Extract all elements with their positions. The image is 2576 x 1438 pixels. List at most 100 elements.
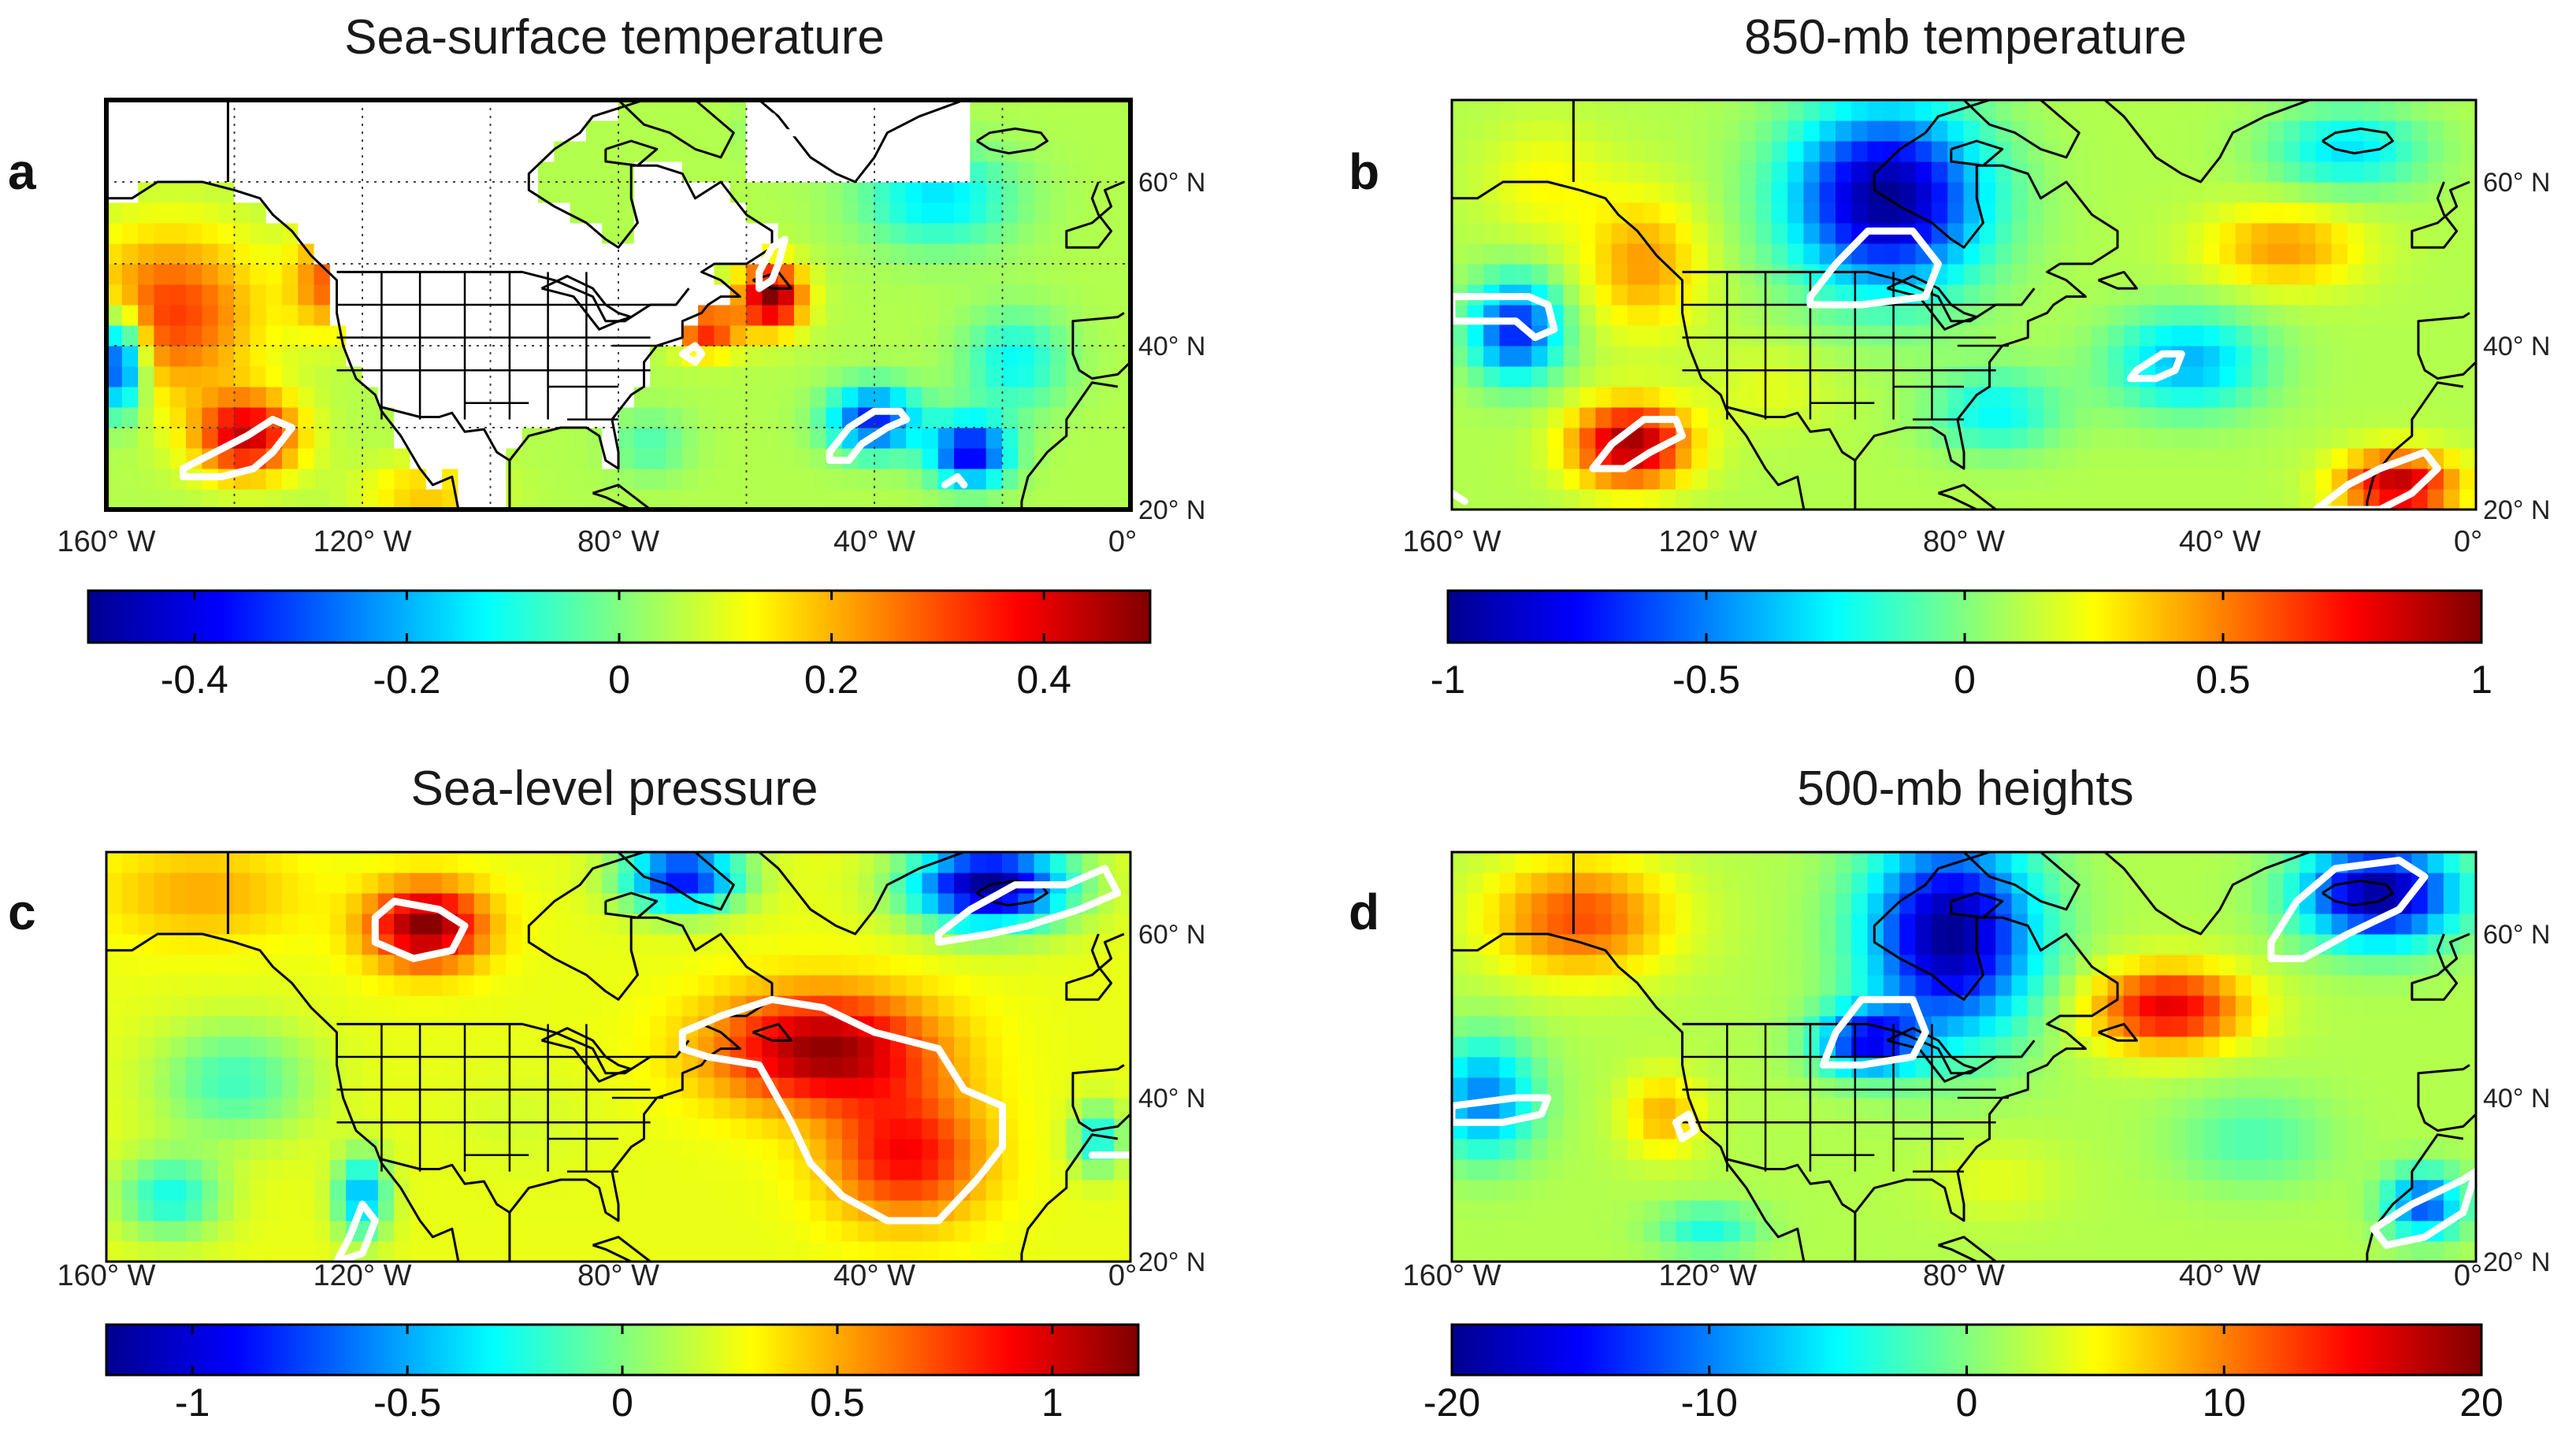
heatmap-cell	[298, 892, 315, 914]
heatmap-cell	[554, 872, 571, 894]
heatmap-cell	[2059, 1220, 2077, 1242]
heatmap-cell	[2011, 1097, 2029, 1119]
heatmap-cell	[202, 1056, 219, 1078]
heatmap-cell	[2155, 852, 2173, 873]
heatmap-cell	[970, 100, 987, 121]
heatmap-cell	[714, 954, 731, 976]
heatmap-cell	[1483, 913, 1501, 935]
heatmap-cell	[1707, 386, 1724, 408]
heatmap-cell	[1595, 181, 1613, 203]
coastline-cuba	[592, 1236, 652, 1262]
heatmap-cell	[1707, 954, 1724, 976]
heatmap-cell	[1787, 1138, 1805, 1160]
heatmap-cell	[314, 913, 331, 935]
heatmap-cell	[281, 365, 299, 387]
heatmap-cell	[1963, 1179, 1980, 1201]
heatmap-cell	[1563, 202, 1580, 224]
heatmap-cell	[1066, 1056, 1083, 1078]
heatmap-cell	[2299, 406, 2317, 428]
heatmap-cell	[1819, 345, 1836, 367]
heatmap-cell	[570, 406, 587, 428]
heatmap-cell	[698, 1117, 715, 1140]
heatmap-cell	[314, 243, 331, 265]
heatmap-cell	[1611, 488, 1628, 510]
heatmap-cell	[985, 324, 1003, 347]
heatmap-cell	[922, 488, 939, 510]
heatmap-cell	[329, 1077, 347, 1099]
heatmap-cell	[169, 933, 187, 955]
heatmap-cell	[346, 954, 363, 976]
heatmap-cell	[1002, 1077, 1019, 1099]
heatmap-cell	[1851, 324, 1869, 347]
heatmap-cell	[2139, 1036, 2157, 1058]
heatmap-cell	[1082, 1015, 1099, 1037]
heatmap-cell	[937, 1158, 956, 1180]
heatmap-cell	[1707, 284, 1724, 306]
heatmap-cell	[217, 406, 235, 428]
heatmap-cell	[778, 1199, 795, 1221]
heatmap-cell	[729, 892, 747, 914]
heatmap-cell	[778, 140, 795, 162]
heatmap-cell	[425, 1015, 444, 1037]
heatmap-cell	[1691, 1179, 1709, 1201]
heatmap-cell	[889, 447, 908, 469]
heatmap-cell	[186, 974, 203, 996]
heatmap-cell	[329, 1179, 347, 1201]
heatmap-cell	[1947, 447, 1965, 469]
heatmap-cell	[2139, 852, 2157, 873]
heatmap-cell	[121, 1179, 139, 1201]
heatmap-cell	[2348, 222, 2365, 244]
heatmap-cell	[121, 1036, 139, 1058]
heatmap-cell	[2283, 406, 2301, 428]
heatmap-cell	[2123, 202, 2140, 224]
heatmap-cell	[537, 304, 555, 326]
heatmap-cell	[1883, 954, 1901, 976]
heatmap-cell	[2011, 181, 2029, 203]
heatmap-cell	[1034, 1240, 1051, 1262]
heatmap-cell	[633, 263, 651, 285]
heatmap-cell	[985, 1056, 1003, 1078]
heatmap-cell	[490, 913, 507, 935]
heatmap-cell	[602, 161, 619, 183]
heatmap-cell	[681, 263, 700, 285]
heatmap-cell	[2011, 1015, 2029, 1037]
heatmap-cell	[298, 120, 315, 142]
heatmap-cell	[985, 995, 1003, 1017]
heatmap-cell	[1963, 1015, 1980, 1037]
heatmap-cell	[2011, 365, 2029, 387]
heatmap-cell	[729, 304, 747, 326]
heatmap-cell	[1452, 1199, 1468, 1221]
heatmap-cell	[138, 365, 155, 387]
heatmap-cell	[1097, 202, 1115, 224]
heatmap-cell	[954, 406, 971, 428]
heatmap-cell	[2107, 1138, 2125, 1160]
heatmap-cell	[298, 1158, 315, 1180]
heatmap-cell	[666, 1220, 683, 1242]
heatmap-cell	[2283, 427, 2301, 449]
heatmap-cell	[121, 324, 139, 347]
heatmap-cell	[169, 1097, 187, 1119]
heatmap-cell	[729, 1117, 747, 1140]
heatmap-cell	[1579, 222, 1597, 244]
heatmap-cell	[1002, 852, 1019, 873]
heatmap-cell	[458, 1240, 475, 1262]
heatmap-cell	[1515, 263, 1533, 285]
heatmap-cell	[954, 1056, 971, 1078]
heatmap-cell	[570, 386, 587, 408]
heatmap-cell	[442, 161, 459, 183]
heatmap-cell	[1034, 386, 1051, 408]
heatmap-cell	[570, 304, 587, 326]
coastline-newfoundland	[752, 1022, 792, 1042]
heatmap-cell	[458, 1097, 475, 1119]
heatmap-cell	[2203, 365, 2221, 387]
heatmap-cell	[314, 100, 331, 121]
heatmap-cell	[793, 974, 811, 996]
heatmap-cell	[537, 892, 555, 914]
heatmap-cell	[1114, 892, 1130, 914]
heatmap-cell	[1049, 427, 1067, 449]
heatmap-cell	[1531, 1036, 1549, 1058]
heatmap-cell	[2092, 1158, 2109, 1180]
heatmap-cell	[1819, 1240, 1836, 1262]
heatmap-cell	[1483, 1056, 1501, 1078]
heatmap-cell	[2043, 913, 2061, 935]
